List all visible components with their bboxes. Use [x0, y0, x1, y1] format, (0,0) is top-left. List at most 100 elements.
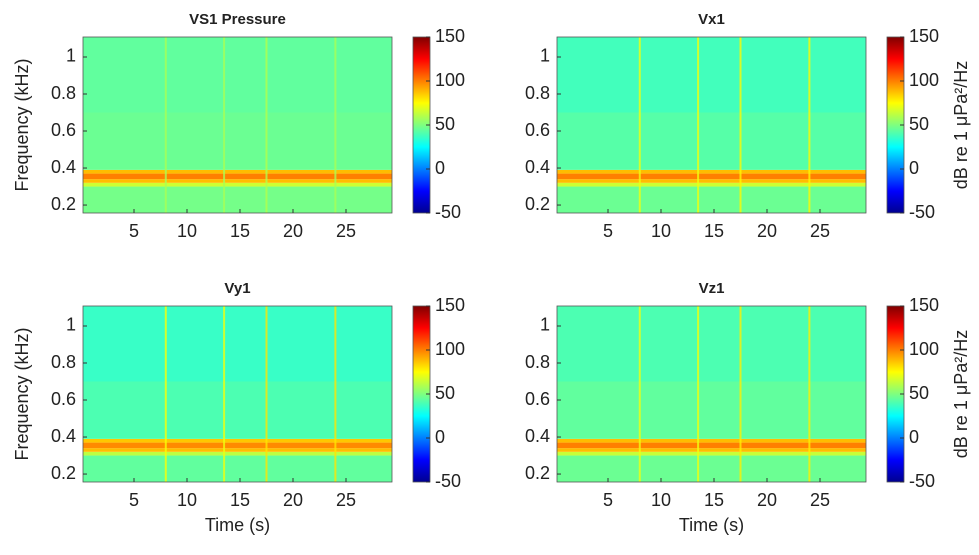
- colorbar-tick-label: 50: [435, 383, 455, 403]
- frequency-band: [83, 442, 392, 449]
- frequency-band: [557, 179, 866, 183]
- colorbar-tick-label: 0: [435, 427, 445, 447]
- x-tick-label: 10: [651, 221, 671, 241]
- colorbar-tick-label: 100: [435, 70, 465, 90]
- colorbar-tick-label: 150: [435, 26, 465, 46]
- chart-title: Vz1: [699, 280, 725, 297]
- colorbar-tick-label: 50: [909, 114, 929, 134]
- frequency-band: [83, 169, 392, 174]
- x-axis-label: Time (s): [205, 515, 270, 535]
- frequency-band: [83, 182, 392, 187]
- frequency-band: [83, 306, 392, 382]
- y-tick-label: 1: [540, 315, 550, 335]
- frequency-band: [83, 186, 392, 213]
- spectrogram-image: [557, 306, 866, 482]
- x-tick-label: 15: [704, 490, 724, 510]
- frequency-band: [557, 381, 866, 439]
- y-tick-label: 1: [66, 315, 76, 335]
- x-axis-label: Time (s): [679, 515, 744, 535]
- plot-frame: [556, 36, 867, 214]
- y-tick-label: 0.8: [525, 83, 550, 103]
- y-axis-label: Frequency (kHz): [12, 58, 32, 191]
- colorbar-tick-label: 50: [435, 114, 455, 134]
- colorbar-tick-label: 0: [909, 158, 919, 178]
- x-tick-label: 15: [230, 490, 250, 510]
- x-tick-label: 10: [177, 490, 197, 510]
- colorbar-tick-label: 100: [909, 70, 939, 90]
- frequency-band: [557, 448, 866, 452]
- x-tick-label: 5: [129, 221, 139, 241]
- frequency-band: [83, 381, 392, 439]
- x-tick-label: 10: [177, 221, 197, 241]
- colorbar-label: dB re 1 μPa²/Hz: [951, 61, 971, 189]
- y-tick-label: 0.8: [51, 352, 76, 372]
- colorbar-tick-label: 0: [909, 427, 919, 447]
- spectrogram-image: [83, 37, 392, 213]
- frequency-band: [83, 173, 392, 180]
- colorbar-tick-label: -50: [435, 471, 461, 491]
- plot-frame: [556, 305, 867, 483]
- x-tick-label: 25: [336, 490, 356, 510]
- x-tick-label: 25: [810, 490, 830, 510]
- frequency-band: [83, 455, 392, 482]
- chart-title: VS1 Pressure: [189, 11, 286, 28]
- colorbar-tick-label: -50: [909, 471, 935, 491]
- colorbar-tick-label: -50: [909, 202, 935, 222]
- spectrogram-image: [557, 37, 866, 213]
- x-tick-label: 20: [757, 221, 777, 241]
- frequency-band: [83, 438, 392, 443]
- y-tick-label: 0.2: [525, 463, 550, 483]
- y-tick-label: 0.4: [525, 426, 550, 446]
- plot-frame: [82, 36, 393, 214]
- colorbar-tick-label: 150: [909, 26, 939, 46]
- colorbar-tick-label: 150: [909, 295, 939, 315]
- y-tick-label: 0.4: [525, 157, 550, 177]
- y-axis-label: Frequency (kHz): [12, 327, 32, 460]
- frequency-band: [557, 112, 866, 170]
- frequency-band: [557, 173, 866, 180]
- colorbar-tick-label: -50: [435, 202, 461, 222]
- y-tick-label: 0.2: [51, 194, 76, 214]
- frequency-band: [83, 112, 392, 170]
- frequency-band: [557, 182, 866, 187]
- y-tick-label: 0.8: [51, 83, 76, 103]
- colorbar-tick-label: 100: [435, 339, 465, 359]
- frequency-band: [83, 37, 392, 113]
- x-tick-label: 15: [230, 221, 250, 241]
- y-tick-label: 0.8: [525, 352, 550, 372]
- frequency-band: [83, 448, 392, 452]
- frequency-band: [557, 451, 866, 456]
- x-tick-label: 25: [336, 221, 356, 241]
- frequency-band: [83, 451, 392, 456]
- y-tick-label: 0.6: [51, 389, 76, 409]
- y-tick-label: 0.4: [51, 157, 76, 177]
- frequency-band: [557, 306, 866, 382]
- spectrogram-image: [83, 306, 392, 482]
- y-tick-label: 0.2: [51, 463, 76, 483]
- colorbar-tick-label: 100: [909, 339, 939, 359]
- y-tick-label: 1: [540, 46, 550, 66]
- x-tick-label: 10: [651, 490, 671, 510]
- frequency-band: [557, 169, 866, 174]
- colorbar-tick-label: 0: [435, 158, 445, 178]
- x-tick-label: 20: [757, 490, 777, 510]
- colorbar-tick-label: 50: [909, 383, 929, 403]
- frequency-band: [83, 179, 392, 183]
- frequency-band: [557, 455, 866, 482]
- colorbar-label: dB re 1 μPa²/Hz: [951, 330, 971, 458]
- frequency-band: [557, 37, 866, 113]
- x-tick-label: 25: [810, 221, 830, 241]
- x-tick-label: 5: [129, 490, 139, 510]
- x-tick-label: 20: [283, 221, 303, 241]
- x-tick-label: 5: [603, 490, 613, 510]
- x-tick-label: 5: [603, 221, 613, 241]
- frequency-band: [557, 186, 866, 213]
- chart-title: Vy1: [224, 280, 250, 297]
- y-tick-label: 0.6: [525, 389, 550, 409]
- y-tick-label: 0.4: [51, 426, 76, 446]
- y-tick-label: 0.6: [525, 120, 550, 140]
- y-tick-label: 1: [66, 46, 76, 66]
- frequency-band: [557, 442, 866, 449]
- frequency-band: [557, 438, 866, 443]
